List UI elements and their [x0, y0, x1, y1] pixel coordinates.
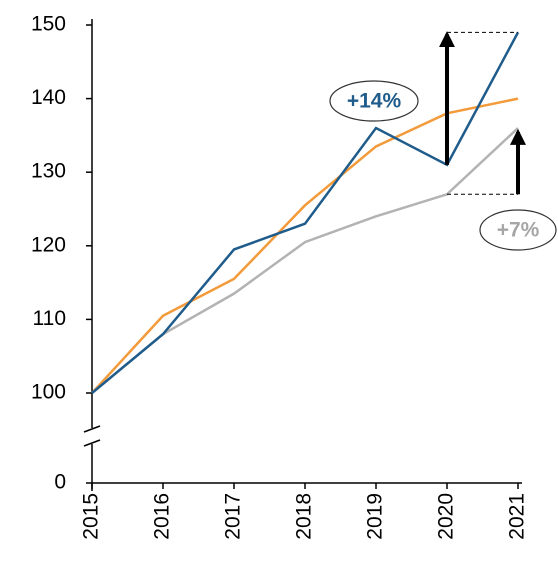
x-tick-label: 2016 — [151, 493, 174, 540]
x-tick-label: 2018 — [293, 493, 316, 540]
x-tick-label: 2019 — [364, 493, 387, 540]
axis-break — [83, 425, 101, 433]
annotation: +14% — [347, 90, 402, 113]
annotation-bubble — [329, 80, 419, 122]
y-tick-label: 110 — [33, 307, 66, 330]
y-tick-label: 130 — [31, 160, 66, 183]
y-tick-label: 100 — [31, 381, 66, 404]
annotation: +7% — [497, 219, 540, 242]
y-tick-label: 150 — [31, 13, 66, 36]
x-tick-label: 2021 — [506, 493, 529, 540]
x-tick-label: 2015 — [80, 493, 103, 540]
series-line — [91, 31, 520, 394]
axis-break — [83, 439, 101, 447]
y-tick-label: 0 — [54, 471, 66, 494]
y-tick-label: 140 — [31, 86, 66, 109]
series-line — [91, 97, 519, 394]
annotation-bubble — [479, 209, 557, 251]
x-tick-label: 2020 — [435, 493, 458, 540]
series-line — [91, 127, 519, 394]
y-tick-label: 120 — [31, 233, 66, 256]
x-tick-label: 2017 — [222, 493, 245, 540]
